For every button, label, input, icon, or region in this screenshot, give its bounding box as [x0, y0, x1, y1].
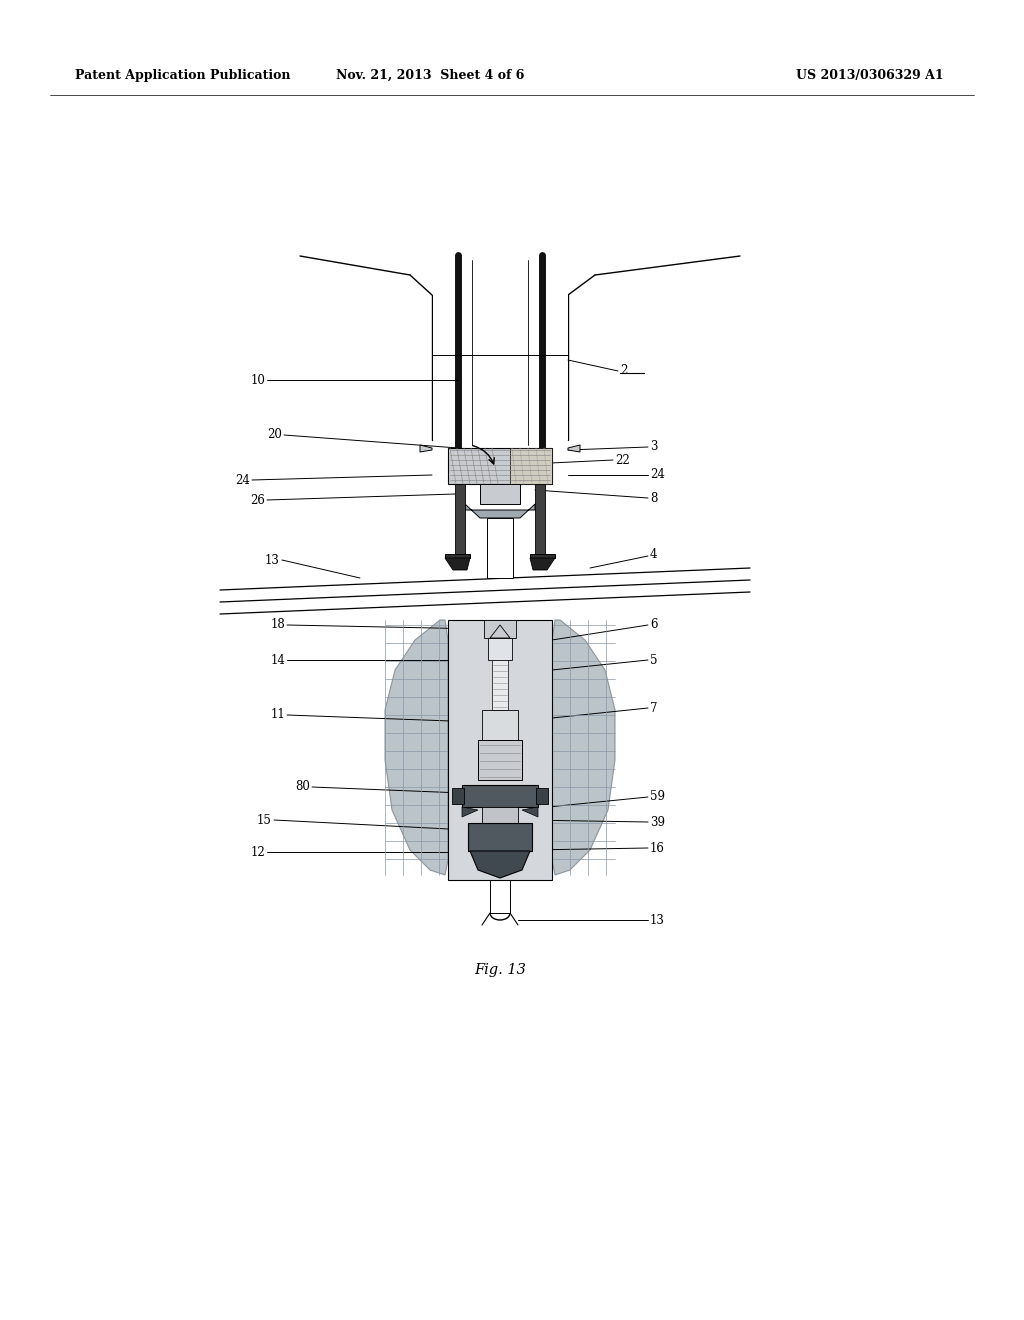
Text: Nov. 21, 2013  Sheet 4 of 6: Nov. 21, 2013 Sheet 4 of 6: [336, 69, 524, 82]
Text: 6: 6: [650, 619, 657, 631]
Text: 80: 80: [295, 780, 310, 793]
Text: 39: 39: [650, 816, 665, 829]
Text: 10: 10: [250, 374, 265, 387]
Text: 22: 22: [615, 454, 630, 466]
Polygon shape: [445, 554, 470, 558]
Bar: [492, 660, 508, 710]
Text: Fig. 13: Fig. 13: [474, 964, 526, 977]
Bar: [472, 260, 528, 445]
Bar: [449, 447, 552, 484]
Bar: [455, 484, 465, 554]
Text: 24: 24: [650, 469, 665, 482]
Text: 8: 8: [650, 491, 657, 504]
Polygon shape: [462, 807, 478, 817]
Text: 20: 20: [267, 429, 282, 441]
Bar: [487, 517, 513, 578]
Text: 18: 18: [270, 619, 285, 631]
Text: 16: 16: [650, 842, 665, 854]
Bar: [482, 710, 518, 741]
Bar: [449, 620, 552, 880]
Text: 14: 14: [270, 653, 285, 667]
Bar: [482, 807, 518, 822]
Polygon shape: [490, 624, 510, 638]
Text: 24: 24: [236, 474, 250, 487]
Text: 3: 3: [650, 441, 657, 454]
Text: 11: 11: [270, 709, 285, 722]
Polygon shape: [420, 445, 432, 451]
Polygon shape: [552, 620, 615, 875]
Text: Patent Application Publication: Patent Application Publication: [75, 69, 291, 82]
Bar: [468, 822, 532, 851]
Polygon shape: [530, 554, 555, 558]
Bar: [462, 785, 538, 807]
Bar: [536, 788, 548, 804]
Text: 4: 4: [650, 549, 657, 561]
Text: 2: 2: [620, 363, 628, 376]
Text: 59: 59: [650, 791, 665, 804]
Bar: [484, 620, 516, 638]
Bar: [488, 638, 512, 660]
Text: 12: 12: [250, 846, 265, 858]
Polygon shape: [568, 445, 580, 451]
Polygon shape: [445, 558, 470, 570]
Bar: [535, 484, 545, 554]
Polygon shape: [465, 504, 535, 517]
Text: 5: 5: [650, 653, 657, 667]
Text: 26: 26: [250, 494, 265, 507]
Bar: [433, 260, 568, 440]
Polygon shape: [385, 620, 449, 875]
Text: 13: 13: [265, 553, 280, 566]
Text: 15: 15: [257, 813, 272, 826]
Bar: [490, 878, 510, 913]
Bar: [510, 447, 552, 484]
Polygon shape: [470, 851, 530, 878]
Text: 13: 13: [650, 913, 665, 927]
Polygon shape: [530, 558, 555, 570]
Bar: [480, 484, 520, 504]
Text: 7: 7: [650, 701, 657, 714]
Bar: [478, 741, 522, 780]
Bar: [452, 788, 464, 804]
Polygon shape: [522, 807, 538, 817]
Text: US 2013/0306329 A1: US 2013/0306329 A1: [797, 69, 944, 82]
